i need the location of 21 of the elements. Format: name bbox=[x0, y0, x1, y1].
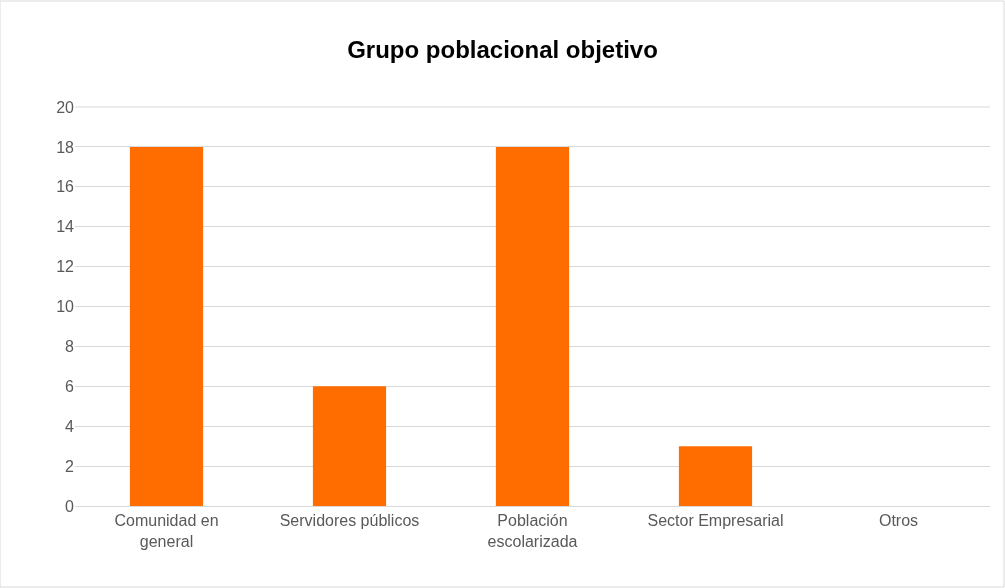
y-tick-label: 20 bbox=[56, 98, 75, 116]
bar bbox=[678, 446, 753, 506]
y-tick-label: 14 bbox=[56, 218, 75, 236]
y-tick-label: 0 bbox=[65, 497, 75, 515]
y-tick-label: 2 bbox=[65, 457, 75, 475]
bar bbox=[495, 146, 570, 506]
y-tick-label: 8 bbox=[65, 338, 75, 355]
chart-title: Grupo poblacional objetivo bbox=[347, 36, 658, 64]
y-tick-label: 6 bbox=[65, 377, 75, 395]
x-tick-label: Otros bbox=[878, 512, 919, 530]
x-tick-label: Servidores públicos bbox=[279, 512, 420, 530]
bar bbox=[312, 386, 387, 506]
x-tick-label: Comunidad en general bbox=[114, 512, 219, 550]
x-tick-label: Población escolarizada bbox=[487, 512, 578, 550]
y-tick-label: 16 bbox=[56, 178, 75, 196]
bar bbox=[129, 146, 204, 506]
x-tick-label: Sector Empresarial bbox=[647, 512, 784, 530]
y-tick-label: 4 bbox=[65, 417, 75, 435]
y-tick-label: 12 bbox=[56, 258, 75, 276]
y-tick-label: 10 bbox=[56, 298, 75, 316]
y-tick-label: 18 bbox=[56, 138, 75, 156]
